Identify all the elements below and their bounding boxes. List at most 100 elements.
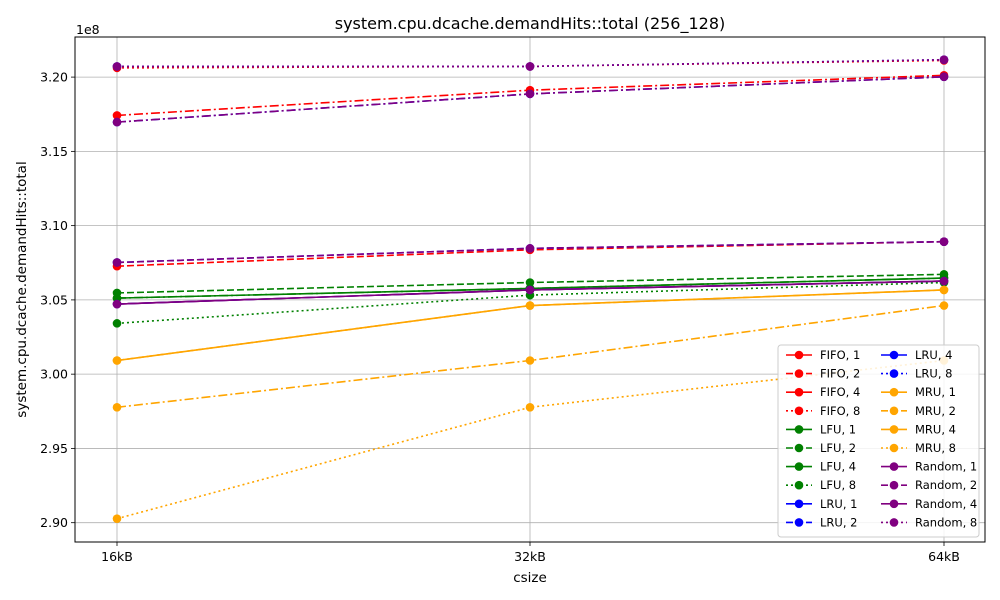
legend: FIFO, 1 FIFO, 2 FIFO, 4 FIFO, 8 LFU, 1 LFU, 2… (777, 344, 980, 538)
legend-marker (794, 499, 804, 509)
series-line (116, 76, 945, 123)
legend-marker (794, 369, 804, 378)
data-point (112, 258, 122, 267)
legend-item: LRU, 2 (786, 515, 857, 529)
y-tick-label: 3.10 (40, 218, 68, 233)
series-line (116, 281, 945, 325)
legend-item: Random, 4 (881, 497, 977, 511)
data-point (525, 244, 535, 253)
legend-item: LRU, 8 (881, 367, 952, 381)
data-point (525, 62, 535, 71)
legend-item: LRU, 4 (881, 348, 952, 362)
series-random-4 (112, 72, 949, 127)
y-tick-label: 2.90 (40, 515, 68, 530)
legend-item: MRU, 1 (881, 385, 956, 399)
legend-marker (794, 406, 804, 416)
legend-item: FIFO, 2 (786, 367, 860, 381)
series-line (116, 76, 945, 123)
legend-box (777, 344, 980, 538)
y-axis-title: system.cpu.dcache.demandHits::total (14, 161, 30, 417)
series-mru-4 (112, 301, 949, 412)
x-tick-label: 16kB (101, 549, 133, 564)
data-point (112, 293, 122, 303)
legend-marker (889, 518, 899, 527)
legend-label: FIFO, 8 (820, 404, 860, 418)
legend-marker (794, 518, 804, 527)
legend-item: Random, 8 (881, 515, 977, 529)
legend-item: LFU, 1 (786, 422, 856, 436)
data-point (939, 72, 949, 82)
y-tick-label: 3.15 (40, 144, 68, 159)
series-lru-4 (112, 72, 949, 127)
y-tick-label: 3.20 (40, 70, 68, 85)
data-point (939, 237, 949, 246)
data-point (112, 356, 122, 365)
legend-marker (889, 443, 899, 453)
legend-label: MRU, 2 (915, 404, 956, 418)
data-point (112, 117, 122, 127)
legend-label: MRU, 4 (915, 422, 956, 436)
legend-marker (889, 387, 899, 397)
legend-marker (889, 499, 899, 509)
legend-label: LRU, 1 (820, 497, 857, 511)
legend-label: LFU, 2 (820, 441, 856, 455)
legend-item: MRU, 8 (881, 441, 956, 455)
series-fifo-2 (112, 237, 949, 271)
legend-marker (794, 350, 804, 360)
legend-marker (889, 406, 899, 416)
data-point (939, 276, 949, 286)
legend-item: LRU, 1 (786, 497, 857, 511)
legend-label: Random, 2 (915, 478, 977, 492)
data-point (112, 111, 122, 120)
legend-label: MRU, 8 (915, 441, 956, 455)
legend-item: FIFO, 1 (786, 348, 860, 362)
y-tick-label: 2.95 (40, 441, 68, 456)
legend-marker (794, 443, 804, 453)
legend-label: FIFO, 1 (820, 348, 860, 362)
series-random-8 (112, 55, 949, 71)
data-point (525, 285, 535, 295)
legend-label: LRU, 2 (820, 515, 857, 529)
data-point (112, 402, 122, 412)
data-point (112, 299, 122, 309)
legend-marker (889, 369, 899, 378)
data-point (939, 301, 949, 310)
legend-marker (794, 480, 804, 490)
legend-label: FIFO, 2 (820, 367, 860, 381)
axis-ticks: 16kB 32kB 64kB 2.90 2.95 3.00 3.05 3.10 3.15 3.20 (40, 70, 960, 564)
legend-marker (889, 462, 899, 471)
legend-marker (794, 387, 804, 397)
legend-marker (794, 425, 804, 434)
data-point (525, 356, 535, 365)
legend-marker (889, 425, 899, 434)
series-group (112, 55, 949, 523)
data-point (525, 301, 535, 310)
series-random-1 (112, 276, 949, 309)
legend-item: MRU, 4 (881, 422, 956, 436)
legend-label: FIFO, 4 (820, 385, 860, 399)
data-point (939, 285, 949, 295)
legend-label: LFU, 4 (820, 460, 856, 474)
data-point (525, 89, 535, 99)
data-point (112, 319, 122, 328)
legend-label: MRU, 1 (915, 385, 956, 399)
data-point (525, 402, 535, 412)
x-axis-title: csize (513, 570, 547, 586)
x-tick-label: 64kB (928, 549, 960, 564)
data-point (939, 55, 949, 65)
legend-marker (889, 480, 899, 490)
data-point (525, 278, 535, 287)
series-mru-2 (112, 285, 949, 365)
legend-marker (794, 462, 804, 471)
series-random-2 (112, 237, 949, 267)
data-point (112, 514, 122, 523)
legend-item: Random, 2 (881, 478, 977, 492)
legend-item: LFU, 4 (786, 460, 856, 474)
legend-label: LFU, 8 (820, 478, 856, 492)
legend-label: Random, 8 (915, 515, 977, 529)
legend-item: LFU, 8 (786, 478, 856, 492)
legend-item: FIFO, 8 (786, 404, 860, 418)
y-tick-label: 3.05 (40, 292, 68, 307)
legend-item: FIFO, 4 (786, 385, 860, 399)
legend-item: Random, 1 (881, 460, 977, 474)
